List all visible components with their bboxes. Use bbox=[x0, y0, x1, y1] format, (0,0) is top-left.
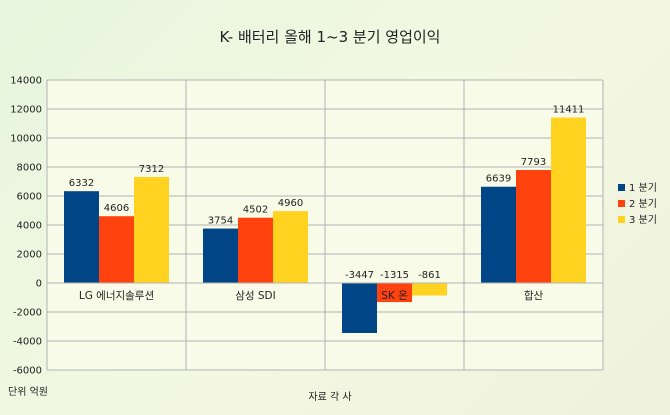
x-axis-label: 자료 각 사 bbox=[308, 391, 351, 403]
data-label: -3447 bbox=[345, 270, 374, 281]
data-label: 11411 bbox=[553, 105, 585, 116]
data-label: -1315 bbox=[380, 270, 409, 281]
bar bbox=[99, 216, 134, 283]
category-label: 합산 bbox=[524, 290, 544, 302]
unit-note: 단위 억원 bbox=[8, 385, 48, 398]
category-label: LG 에너지솔루션 bbox=[79, 290, 154, 302]
plot-area: -6000 -4000 -2000 0 2000 4000 6000 8000 10000 120… bbox=[10, 76, 604, 377]
y-tick-label: 6000 bbox=[17, 192, 42, 203]
y-tick-label: 8000 bbox=[17, 163, 42, 174]
bar bbox=[273, 211, 308, 283]
data-label: 4960 bbox=[278, 198, 303, 209]
y-tick-label: -6000 bbox=[13, 366, 42, 377]
bar bbox=[516, 170, 551, 283]
y-tick-label: -4000 bbox=[13, 337, 42, 348]
data-label: 4502 bbox=[243, 205, 268, 216]
bar bbox=[134, 176, 169, 283]
data-label: 7793 bbox=[521, 157, 546, 168]
bar bbox=[481, 186, 516, 283]
data-label: 6639 bbox=[486, 174, 511, 185]
legend: 1 분기 2 분기 3 분기 bbox=[618, 182, 657, 226]
y-tick-label: 10000 bbox=[10, 134, 42, 145]
bar bbox=[377, 283, 412, 303]
y-tick-label: 14000 bbox=[10, 76, 42, 87]
y-tick-label: 2000 bbox=[17, 250, 42, 261]
data-label: 6332 bbox=[69, 178, 94, 189]
y-tick-label: 4000 bbox=[17, 221, 42, 232]
bar bbox=[64, 191, 99, 283]
legend-swatch bbox=[618, 200, 625, 207]
bar bbox=[342, 283, 377, 333]
category-label: 삼성 SDI bbox=[235, 290, 276, 302]
y-tick-label: 12000 bbox=[10, 105, 42, 116]
bar bbox=[238, 217, 273, 283]
y-tick-label: -2000 bbox=[13, 308, 42, 319]
data-label: -861 bbox=[418, 270, 441, 281]
bar bbox=[203, 228, 238, 283]
category-label: SK 온 bbox=[381, 290, 408, 302]
data-label: 7312 bbox=[139, 164, 164, 175]
bar bbox=[551, 117, 586, 283]
legend-swatch bbox=[618, 184, 625, 191]
bar bbox=[412, 283, 447, 296]
legend-label: 3 분기 bbox=[629, 214, 657, 226]
legend-label: 2 분기 bbox=[629, 198, 657, 210]
data-label: 4606 bbox=[104, 203, 129, 214]
data-label: 3754 bbox=[208, 216, 233, 227]
y-tick-label: 0 bbox=[36, 279, 42, 290]
chart-title: K- 배터리 올해 1~3 분기 영업이익 bbox=[220, 28, 441, 46]
legend-label: 1 분기 bbox=[629, 182, 657, 194]
legend-swatch bbox=[618, 216, 625, 223]
